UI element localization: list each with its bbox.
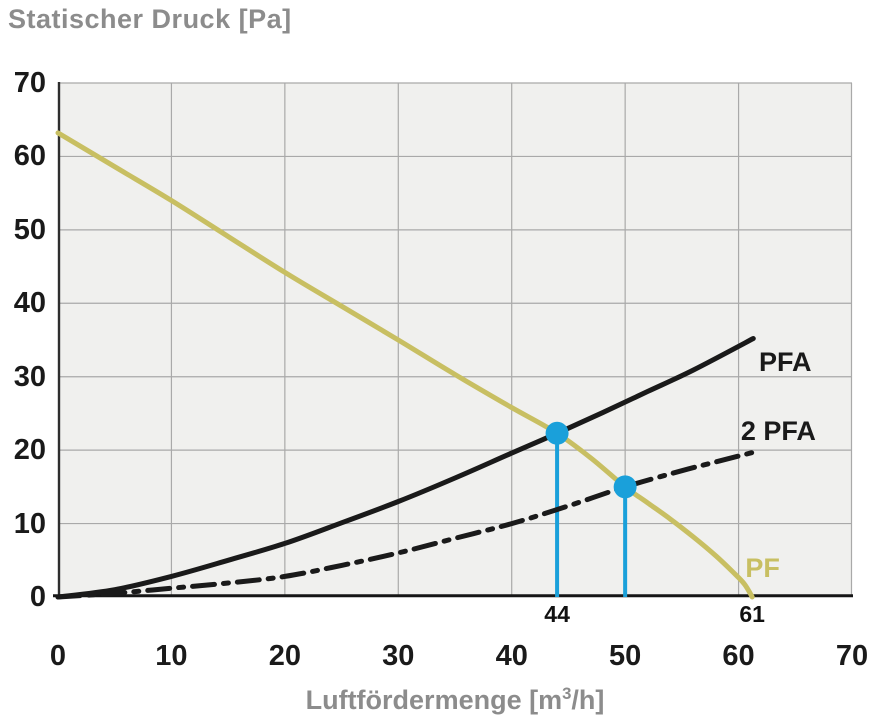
curve-pfa [55,336,756,600]
y-tick-label: 20 [13,434,46,467]
x-tick-label: 40 [495,640,528,672]
plot-background [58,83,852,597]
curve-label-2pfa: 2 PFA [740,416,816,447]
y-tick-label: 10 [13,507,46,540]
curve-pf [55,130,755,600]
annotation-44: 44 [544,601,570,627]
y-tick-label: 50 [13,213,46,246]
x-tick-label: 50 [609,640,642,672]
y-tick-label: 30 [13,360,46,393]
x-tick-label: 0 [49,640,67,672]
x-axis-title-superscript: 3 [562,684,572,703]
curve-2pfa [55,449,756,600]
curve-label-pf: PF [745,552,780,583]
x-tick-label: 10 [155,640,188,672]
y-tick-label: 60 [13,140,46,173]
y-tick-label: 40 [13,287,46,320]
annotation-61: 61 [739,601,765,627]
x-axis-title-text: Luftfördermenge [m [305,685,563,715]
x-axis-title: Luftfördermenge [m3/h] [306,684,605,716]
y-tick-label: 70 [13,67,46,99]
x-tick-label: 20 [268,640,301,672]
curve-label-pfa: PFA [758,347,812,378]
y-axis-title: Statischer Druck [Pa] [8,4,292,34]
x-axis-title-unit: /h] [571,685,605,715]
y-tick-label: 0 [29,581,46,613]
operating-point-marker [545,421,569,445]
x-tick-label: 70 [835,640,869,672]
x-tick-label: 60 [722,640,755,672]
operating-point-marker [613,475,637,499]
x-tick-label: 30 [382,640,415,672]
